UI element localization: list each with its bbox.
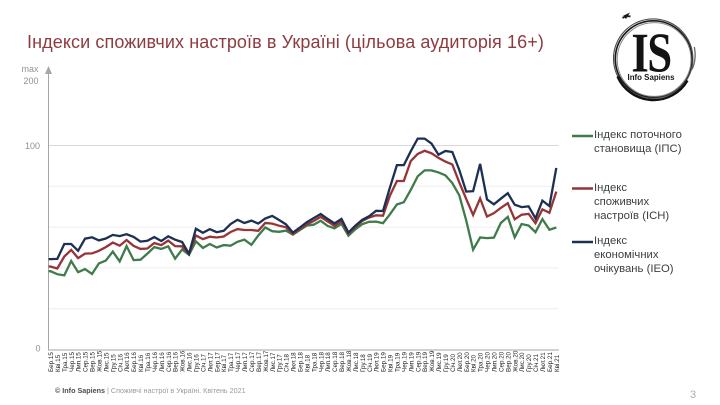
svg-text:Жов.17: Жов.17 [263, 350, 270, 372]
svg-text:Сер.17: Сер.17 [249, 351, 256, 372]
svg-text:Жов.15: Жов.15 [97, 350, 104, 372]
svg-text:Лип.19: Лип.19 [408, 352, 415, 372]
svg-text:Чер.15: Чер.15 [69, 352, 76, 372]
svg-text:Жов.18: Жов.18 [346, 350, 353, 372]
svg-text:Кві.15: Кві.15 [54, 354, 62, 372]
svg-text:Лют.20: Лют.20 [457, 352, 464, 372]
svg-text:Бер.21: Бер.21 [547, 352, 554, 372]
svg-text:Чер.19: Чер.19 [401, 352, 408, 372]
svg-text:Кві.19: Кві.19 [387, 354, 395, 372]
svg-text:Жов.20: Жов.20 [512, 350, 519, 372]
svg-text:Тра.20: Тра.20 [478, 352, 485, 372]
svg-text:Info Sapiens: Info Sapiens [628, 73, 675, 82]
svg-text:Вер.17: Вер.17 [256, 352, 263, 372]
svg-text:Гру.20: Гру.20 [526, 354, 533, 372]
svg-text:Лис.15: Лис.15 [103, 352, 110, 372]
svg-text:Січ.21: Січ.21 [532, 354, 540, 372]
svg-text:Сер.18: Сер.18 [332, 351, 339, 372]
svg-text:Лют.17: Лют.17 [207, 352, 214, 372]
svg-text:Гру.16: Гру.16 [194, 354, 201, 372]
svg-text:Сер.19: Сер.19 [415, 351, 422, 372]
svg-text:Лип.20: Лип.20 [492, 352, 499, 372]
svg-text:Січ.17: Січ.17 [200, 354, 208, 372]
svg-text:Чер.17: Чер.17 [235, 352, 242, 372]
svg-text:Вер.20: Вер.20 [505, 352, 512, 372]
svg-text:Лип.16: Лип.16 [159, 352, 166, 372]
svg-text:Кві.16: Кві.16 [137, 354, 145, 372]
svg-text:Лис.17: Лис.17 [270, 352, 277, 372]
svg-text:Чер.20: Чер.20 [485, 352, 492, 372]
svg-text:Бер.15: Бер.15 [48, 352, 55, 372]
svg-text:Лис.20: Лис.20 [519, 352, 526, 372]
svg-text:Січ.16: Січ.16 [116, 354, 124, 372]
svg-text:Сер.15: Сер.15 [83, 351, 90, 372]
svg-text:Лют.16: Лют.16 [124, 352, 131, 372]
svg-text:Січ.19: Січ.19 [366, 354, 374, 372]
svg-text:Гру.15: Гру.15 [110, 354, 117, 372]
svg-text:Лип.18: Лип.18 [325, 352, 332, 372]
svg-text:Сер.16: Сер.16 [166, 351, 173, 372]
svg-text:Бер.16: Бер.16 [131, 352, 138, 372]
svg-text:Вер.16: Вер.16 [173, 352, 180, 372]
svg-text:Жов.16: Жов.16 [180, 350, 187, 372]
svg-text:Лис.19: Лис.19 [436, 352, 443, 372]
svg-text:100: 100 [25, 141, 40, 151]
svg-text:Кві.20: Кві.20 [470, 354, 478, 372]
svg-text:Тра.18: Тра.18 [311, 352, 318, 372]
svg-text:Вер.15: Вер.15 [90, 352, 97, 372]
svg-text:Вер.18: Вер.18 [339, 352, 346, 372]
svg-text:Тра.15: Тра.15 [62, 352, 69, 372]
svg-text:Бер.17: Бер.17 [214, 352, 221, 372]
svg-text:Кві.21: Кві.21 [553, 354, 561, 372]
svg-text:Лют.19: Лют.19 [374, 352, 381, 372]
svg-text:Чер.18: Чер.18 [318, 352, 325, 372]
svg-text:Тра.17: Тра.17 [228, 352, 235, 372]
svg-text:Тра.19: Тра.19 [395, 352, 402, 372]
svg-text:Бер.19: Бер.19 [381, 352, 388, 372]
svg-text:Тра.16: Тра.16 [145, 352, 152, 372]
svg-text:Жов.19: Жов.19 [429, 350, 436, 372]
svg-text:Січ.20: Січ.20 [449, 354, 457, 372]
svg-text:Бер.18: Бер.18 [298, 352, 305, 372]
svg-text:Чер.16: Чер.16 [152, 352, 159, 372]
svg-text:Гру.19: Гру.19 [443, 354, 450, 372]
svg-text:Січ.18: Січ.18 [283, 354, 291, 372]
svg-text:200: 200 [23, 76, 38, 86]
svg-text:Гру.17: Гру.17 [277, 354, 284, 372]
svg-text:Лис.16: Лис.16 [187, 352, 194, 372]
svg-text:Бер.20: Бер.20 [464, 352, 471, 372]
svg-text:Вер.19: Вер.19 [422, 352, 429, 372]
svg-text:Гру.18: Гру.18 [360, 354, 367, 372]
svg-text:Кві.18: Кві.18 [303, 354, 311, 372]
svg-text:0: 0 [35, 344, 40, 354]
svg-text:max: max [21, 64, 39, 74]
svg-text:IS: IS [631, 22, 671, 84]
svg-text:Лип.17: Лип.17 [242, 352, 249, 372]
svg-text:Сер.20: Сер.20 [498, 351, 505, 372]
svg-text:Лют.21: Лют.21 [540, 352, 547, 372]
svg-text:Лип.15: Лип.15 [76, 352, 83, 372]
svg-text:Лют.18: Лют.18 [291, 352, 298, 372]
svg-text:Кві.17: Кві.17 [220, 354, 228, 372]
svg-text:Лис.18: Лис.18 [353, 352, 360, 372]
